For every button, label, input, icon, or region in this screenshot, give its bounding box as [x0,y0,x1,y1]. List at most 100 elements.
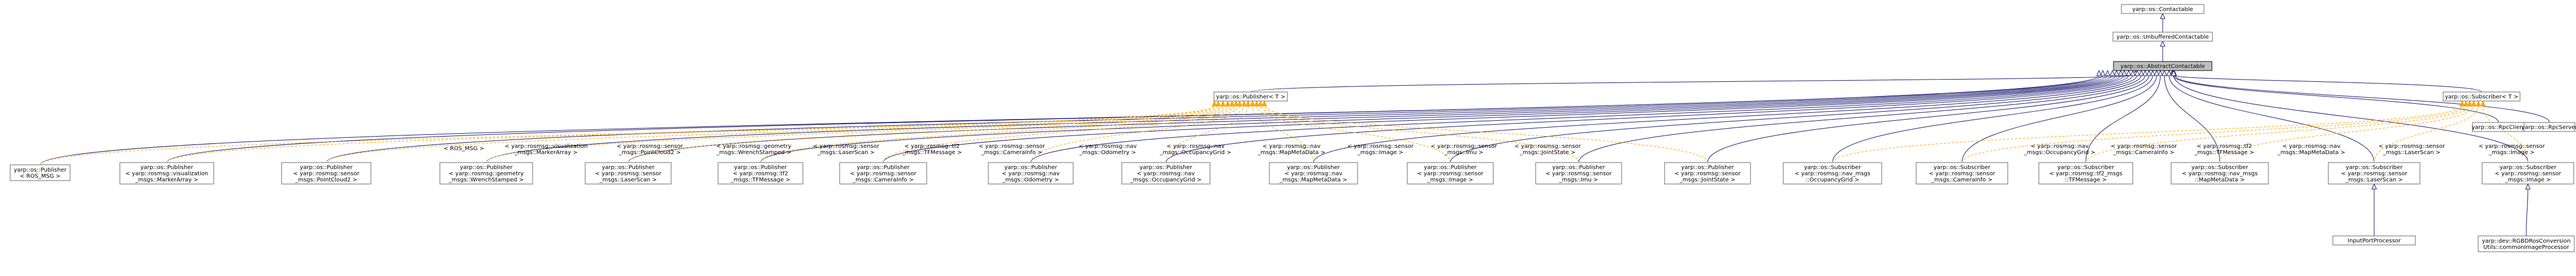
arrowhead [2096,69,2102,76]
class-name-line: < ROS_MSG > [20,173,60,179]
arrowhead [1229,100,1235,107]
class-node-box [1269,162,1358,185]
template-edge-sub_image-to-subscriber_t [2482,105,2529,163]
template-edge-pub_imu-to-publisher_t [1260,105,1579,163]
class-name-line: yarp::os::Publisher [1004,165,1057,171]
class-node-pub-odometry[interactable]: yarp::os::Publisher< yarp::rosmsg::nav_m… [988,162,1074,185]
inheritance-edge-pub_laserscan-to-abstract [628,75,2117,163]
edge-label-line: _msgs::JointState > [1519,150,1575,156]
class-name-line: < yarp::rosmsg::sensor [1929,171,1995,177]
inheritance-edge-sub_image-to-abstract [2173,75,2529,163]
arrowhead [1241,100,1247,107]
class-node-box [988,162,1074,185]
class-node-pub-ros-msg[interactable]: yarp::os::Publisher< ROS_MSG > [10,164,71,181]
class-node-pub-marker[interactable]: yarp::os::Publisher< yarp::rosmsg::visua… [119,162,214,185]
arrowhead [2146,69,2152,76]
class-node-box [1213,91,1288,102]
inheritance-edge-rpcserver-to-abstract [2174,75,2550,123]
arrowhead [2113,69,2120,76]
class-node-inputportproc[interactable]: InputPortProcessor [2332,235,2416,246]
class-node-pub-occgrid[interactable]: yarp::os::Publisher< yarp::rosmsg::nav_m… [1121,162,1211,185]
class-name-line: < yarp::rosmsg::sensor [1417,171,1484,177]
class-node-rpcclient[interactable]: yarp::os::RpcClient [2471,122,2526,132]
inheritance-edge-pub_image-to-abstract [1450,75,2142,163]
class-name-line: _msgs::LaserScan > [2345,177,2402,183]
class-node-subscriber-t[interactable]: yarp::os::Subscriber< T > [2443,91,2521,102]
class-node-sub-image[interactable]: yarp::os::Subscriber< yarp::rosmsg::sens… [2482,162,2574,185]
inheritance-edge-sub_laserscan-to-abstract [2168,75,2375,163]
edge-label-line: _msgs::PointCloud2 > [618,150,681,156]
template-edge-pub_tf-to-publisher_t [760,105,1237,163]
class-name-line: yarp::os::Publisher [1287,165,1340,171]
class-node-pub-mapmeta[interactable]: yarp::os::Publisher< yarp::rosmsg::nav_m… [1269,162,1358,185]
class-node-box [2112,32,2213,42]
class-node-pub-imu[interactable]: yarp::os::Publisher< yarp::rosmsg::senso… [1535,162,1622,185]
template-edge-sub_laserscan-to-subscriber_t [2374,105,2479,163]
class-node-publisher-t[interactable]: yarp::os::Publisher< T > [1213,91,1288,102]
class-node-contactable[interactable]: yarp::os::Contactable [2121,4,2205,14]
class-name-line: < yarp::rosmsg::sensor [2495,171,2561,177]
edge-label-line: _msgs::WrenchStamped > [716,150,791,156]
class-name-line: yarp::os::Contactable [2132,7,2193,13]
class-node-sub-laserscan[interactable]: yarp::os::Subscriber< yarp::rosmsg::sens… [2328,162,2421,185]
class-name-line: < yarp::rosmsg::sensor [1545,171,1612,177]
arrowhead [1237,100,1243,107]
inheritance-edge-subscriber_t-to-abstract [2172,75,2482,93]
class-node-unbuffered[interactable]: yarp::os::UnbufferedContactable [2112,32,2213,42]
class-name-line: _msgs::OccupancyGrid > [1130,177,1201,183]
class-node-sub-occgrid[interactable]: yarp::os::Subscriber< yarp::rosmsg::nav_… [1783,162,1882,185]
class-name-line: yarp::os::Publisher [1681,165,1734,171]
class-node-box [2121,4,2205,14]
class-node-abstract[interactable]: yarp::os::AbstractContactable [2113,61,2212,71]
arrowhead [2480,100,2486,107]
class-node-pub-pointcloud[interactable]: yarp::os::Publisher< yarp::rosmsg::senso… [281,162,371,185]
class-node-rpcserver[interactable]: yarp::os::RpcServer [2522,122,2576,132]
class-name-line: yarp::os::UnbufferedContactable [2116,34,2208,41]
class-node-box [2478,235,2575,252]
class-name-line: < yarp::rosmsg::nav [1137,171,1195,177]
arrowhead [1212,100,1217,107]
arrowhead [2160,12,2166,19]
arrowhead [1261,100,1268,107]
class-name-line: _msgs::MarkerArray > [135,177,198,183]
edge-label-line: _msgs::MapMetaData > [2277,150,2345,156]
class-node-pub-tf[interactable]: yarp::os::Publisher< yarp::rosmsg::tf2_m… [718,162,803,185]
arrowhead [2463,100,2469,107]
class-name-line: yarp::os::Publisher [1552,165,1605,171]
class-node-box [1664,162,1751,185]
inheritance-edge-pub_odometry-to-abstract [1030,75,2129,163]
class-name-line: yarp::os::Publisher [300,165,353,171]
template-edge-sub_occgrid-to-subscriber_t [1832,105,2463,163]
nodes-layer: yarp::os::Contactableyarp::os::Unbuffere… [10,4,2576,252]
class-name-line: ::OccupancyGrid > [1806,177,1860,183]
class-name-line: yarp::os::AbstractContactable [2120,64,2205,70]
class-node-box [2328,162,2421,185]
class-name-line: _msgs::LaserScan > [599,177,656,183]
class-node-box [718,162,803,185]
class-name-line: yarp::os::RpcClient [2471,125,2525,131]
inheritance-edge-pub_pointcloud-to-abstract [326,75,2108,163]
edge-label-line: _msgs::OccupancyGrid > [1159,150,1231,156]
class-node-box [1535,162,1622,185]
class-node-sub-camerainfo[interactable]: yarp::os::Subscriber< yarp::rosmsg::sens… [1916,162,2008,185]
class-node-sub-mapmeta[interactable]: yarp::os::Subscriber< yarp::rosmsg::nav_… [2171,162,2269,185]
class-node-rgbdros[interactable]: yarp::dev::RGBDRosConversionUtils::commo… [2478,235,2575,252]
class-node-pub-camerainfo[interactable]: yarp::os::Publisher< yarp::rosmsg::senso… [839,162,927,185]
template-edge-pub_camerainfo-to-publisher_t [883,105,1240,163]
class-name-line: yarp::os::RpcServer [2522,125,2576,131]
class-name-line: < yarp::rosmsg::sensor [2341,171,2408,177]
class-name-line: yarp::os::Publisher [460,165,513,171]
class-node-pub-image[interactable]: yarp::os::Publisher< yarp::rosmsg::senso… [1407,162,1494,185]
class-name-line: ::TFMessage > [2065,177,2107,183]
class-node-pub-laserscan[interactable]: yarp::os::Publisher< yarp::rosmsg::senso… [585,162,672,185]
arrowhead [2134,69,2140,76]
class-node-pub-jointstate[interactable]: yarp::os::Publisher< yarp::rosmsg::senso… [1664,162,1751,185]
arrowhead [2162,69,2167,76]
class-name-line: < yarp::rosmsg::tf2 [733,171,788,177]
arrowhead [2471,100,2476,107]
class-node-box [1407,162,1494,185]
class-node-pub-wrench[interactable]: yarp::os::Publisher< yarp::rosmsg::geome… [439,162,533,185]
edge-label-line: < yarp::rosmsg::sensor [2379,143,2445,150]
class-node-sub-tf[interactable]: yarp::os::Subscriber< yarp::rosmsg::tf2_… [2038,162,2133,185]
edge-label-line: < yarp::rosmsg::visualization [505,143,588,150]
